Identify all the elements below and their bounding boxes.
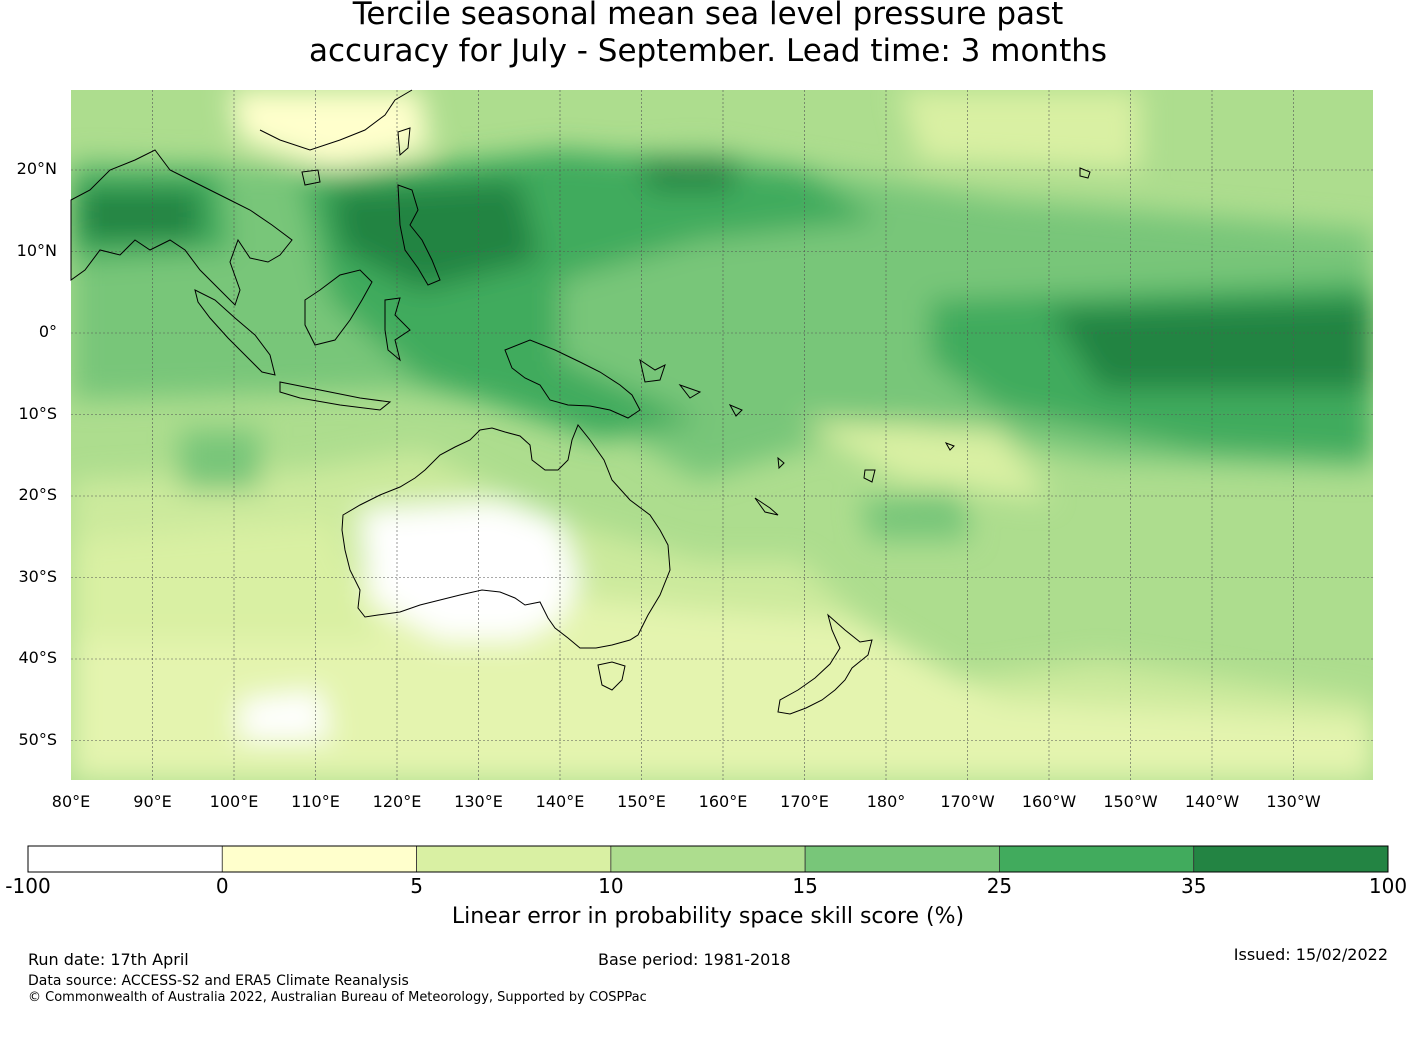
latitude-label: 40°S bbox=[18, 648, 57, 667]
longitude-label: 80°E bbox=[51, 792, 91, 811]
colorbar-label: Linear error in probability space skill … bbox=[451, 904, 965, 929]
issued-date: Issued: 15/02/2022 bbox=[1233, 945, 1388, 964]
colorbar-tick-label: 25 bbox=[986, 874, 1013, 898]
latitude-label: 20°S bbox=[18, 485, 57, 504]
colorbar-tick-label: 10 bbox=[598, 874, 624, 898]
latitude-label: 30°S bbox=[18, 566, 57, 586]
colorbar-tick-label: 100 bbox=[1368, 874, 1408, 898]
latitude-label: 10°N bbox=[16, 240, 57, 260]
colorbar-tick-label: 0 bbox=[215, 874, 229, 898]
graticule bbox=[71, 90, 1373, 780]
colorbar-segment bbox=[27, 845, 223, 873]
longitude-label: 170°W bbox=[940, 792, 995, 811]
longitude-label: 160°E bbox=[698, 792, 748, 811]
run-date: Run date: 17th April bbox=[28, 950, 189, 969]
longitude-label: 130°W bbox=[1266, 792, 1321, 811]
colorbar-tick-label: 5 bbox=[410, 874, 423, 898]
colorbar-segment bbox=[416, 845, 612, 873]
base-period: Base period: 1981-2018 bbox=[598, 950, 791, 969]
latitude-label: 10°S bbox=[18, 403, 57, 423]
colorbar-segment bbox=[999, 845, 1195, 873]
copyright: © Commonwealth of Australia 2022, Austra… bbox=[28, 990, 647, 1005]
longitude-label: 160°W bbox=[1021, 792, 1077, 811]
longitude-label: 120°E bbox=[372, 792, 422, 811]
colorbar-tick-label: 15 bbox=[792, 874, 818, 898]
latitude-label: 0° bbox=[38, 322, 57, 341]
map-title-line2: accuracy for July - September. Lead time… bbox=[308, 33, 1108, 69]
colorbar-segment bbox=[1193, 845, 1389, 873]
latitude-label: 50°S bbox=[18, 729, 57, 749]
data-source: Data source: ACCESS-S2 and ERA5 Climate … bbox=[28, 973, 409, 989]
longitude-label: 100°E bbox=[209, 792, 259, 811]
colorbar-tick-label: -100 bbox=[5, 874, 51, 898]
longitude-label: 150°W bbox=[1103, 792, 1158, 811]
colorbar-segment bbox=[221, 845, 417, 873]
longitude-label: 170°E bbox=[780, 792, 829, 811]
longitude-label: 140°E bbox=[535, 792, 585, 811]
colorbar-tick-label: 35 bbox=[1180, 874, 1207, 898]
latitude-label: 20°N bbox=[16, 159, 57, 178]
colorbar bbox=[27, 845, 1389, 873]
coastlines bbox=[70, 89, 1091, 715]
longitude-label: 140°W bbox=[1184, 792, 1240, 811]
map-title-line1: Tercile seasonal mean sea level pressure… bbox=[352, 0, 1064, 32]
longitude-label: 150°E bbox=[617, 792, 666, 811]
colorbar-segment bbox=[610, 845, 806, 873]
longitude-label: 90°E bbox=[133, 792, 172, 811]
colorbar-outline bbox=[27, 845, 1389, 873]
longitude-label: 180° bbox=[866, 792, 906, 811]
colorbar-segment bbox=[804, 845, 1000, 873]
skill-field bbox=[71, 90, 1373, 780]
longitude-label: 110°E bbox=[291, 792, 340, 811]
longitude-label: 130°E bbox=[454, 792, 503, 811]
